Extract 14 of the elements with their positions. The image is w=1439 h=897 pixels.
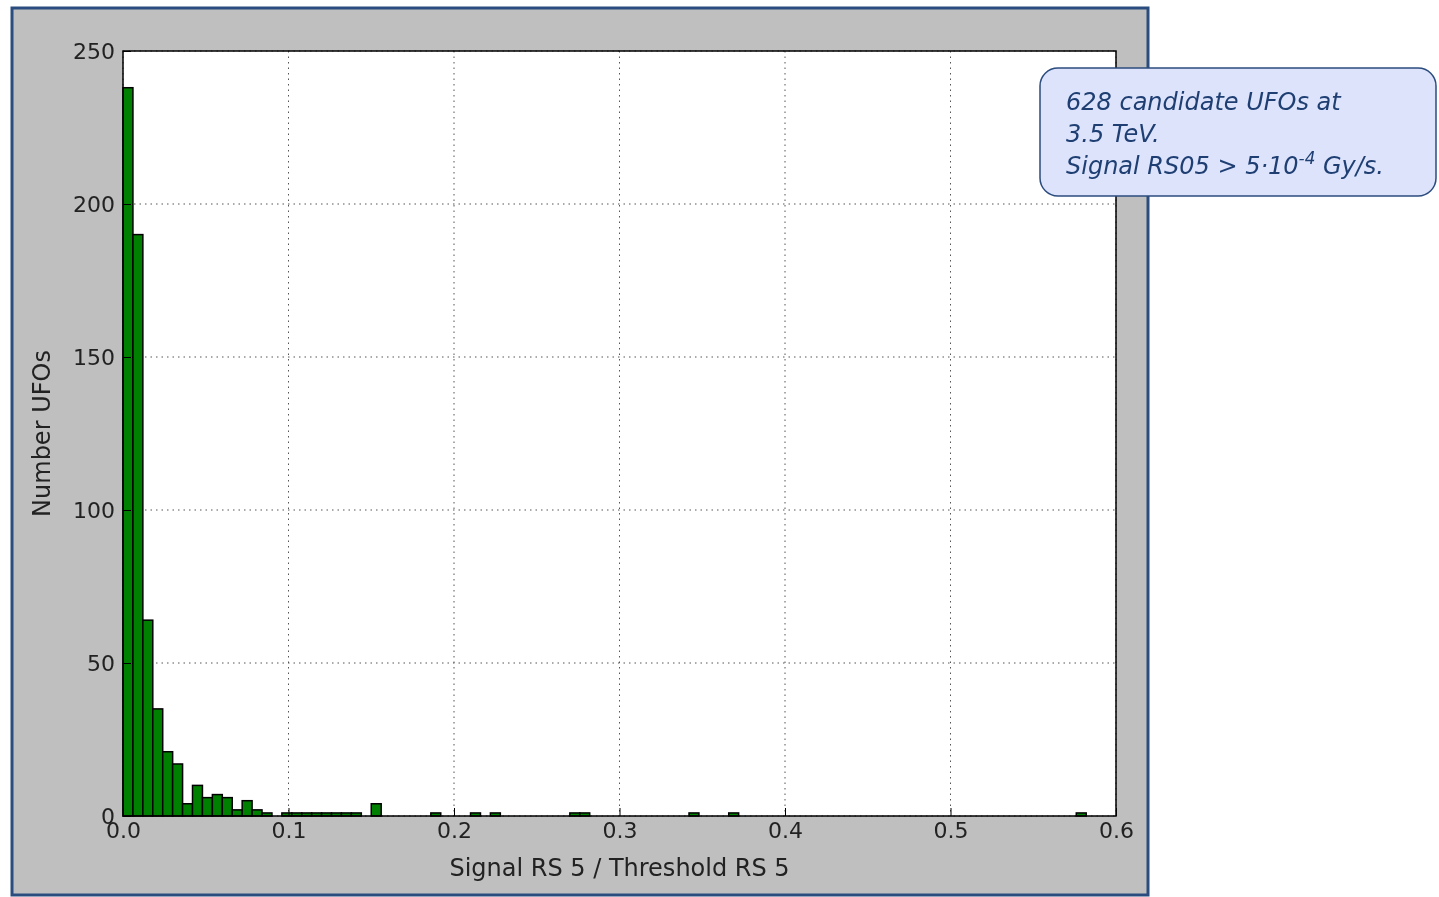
y-tick-label: 250 (73, 38, 115, 64)
y-tick-label: 100 (73, 497, 115, 523)
x-tick-label: 0.2 (437, 817, 472, 843)
x-tick-label: 0.3 (602, 817, 638, 843)
annotation: 628 candidate UFOs at 3.5 TeV. Signal RS05 > 5·10$^{-4}$ Gy/s. (1066, 88, 1384, 180)
x-tick-label: 0.5 (933, 817, 969, 843)
x-tick-label: 0.6 (1099, 817, 1134, 843)
x-tick-label: 0.4 (768, 817, 803, 843)
y-tick-label: 50 (87, 650, 115, 676)
x-tick-label: 0.1 (271, 817, 307, 843)
y-tick-label: 150 (73, 344, 115, 370)
y-axis-title: Number UFOs (28, 350, 56, 517)
y-tick-label: 200 (73, 191, 115, 217)
x-axis-title: Signal RS 5 / Threshold RS 5 (449, 854, 790, 882)
